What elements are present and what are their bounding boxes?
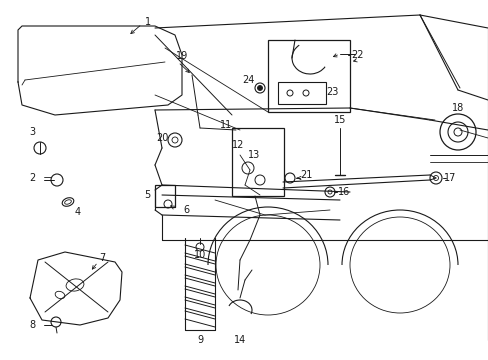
Bar — [278, 82, 325, 104]
Text: 10: 10 — [193, 250, 206, 260]
Text: 7: 7 — [99, 253, 105, 263]
Text: 17: 17 — [443, 173, 455, 183]
Text: 11: 11 — [220, 120, 232, 130]
Text: 23: 23 — [325, 87, 338, 97]
Text: 18: 18 — [451, 103, 463, 113]
Text: 6: 6 — [183, 205, 189, 215]
Bar — [267, 40, 349, 112]
Text: 21: 21 — [299, 170, 311, 180]
Text: 14: 14 — [233, 335, 245, 345]
Text: 12: 12 — [231, 140, 244, 150]
Text: 5: 5 — [143, 190, 150, 200]
Bar — [231, 128, 284, 196]
Text: 1: 1 — [144, 17, 151, 27]
Text: 24: 24 — [242, 75, 254, 85]
Text: 22: 22 — [351, 50, 364, 60]
Text: 4: 4 — [75, 207, 81, 217]
Circle shape — [257, 85, 262, 90]
Text: 15: 15 — [333, 115, 346, 125]
Text: 3: 3 — [29, 127, 35, 137]
Text: 16: 16 — [337, 187, 349, 197]
Text: 13: 13 — [247, 150, 260, 160]
Bar — [155, 185, 175, 207]
Text: 8: 8 — [29, 320, 35, 330]
Text: 19: 19 — [176, 51, 188, 61]
Text: 2: 2 — [29, 173, 35, 183]
Text: 20: 20 — [156, 133, 168, 143]
Text: 9: 9 — [197, 335, 203, 345]
